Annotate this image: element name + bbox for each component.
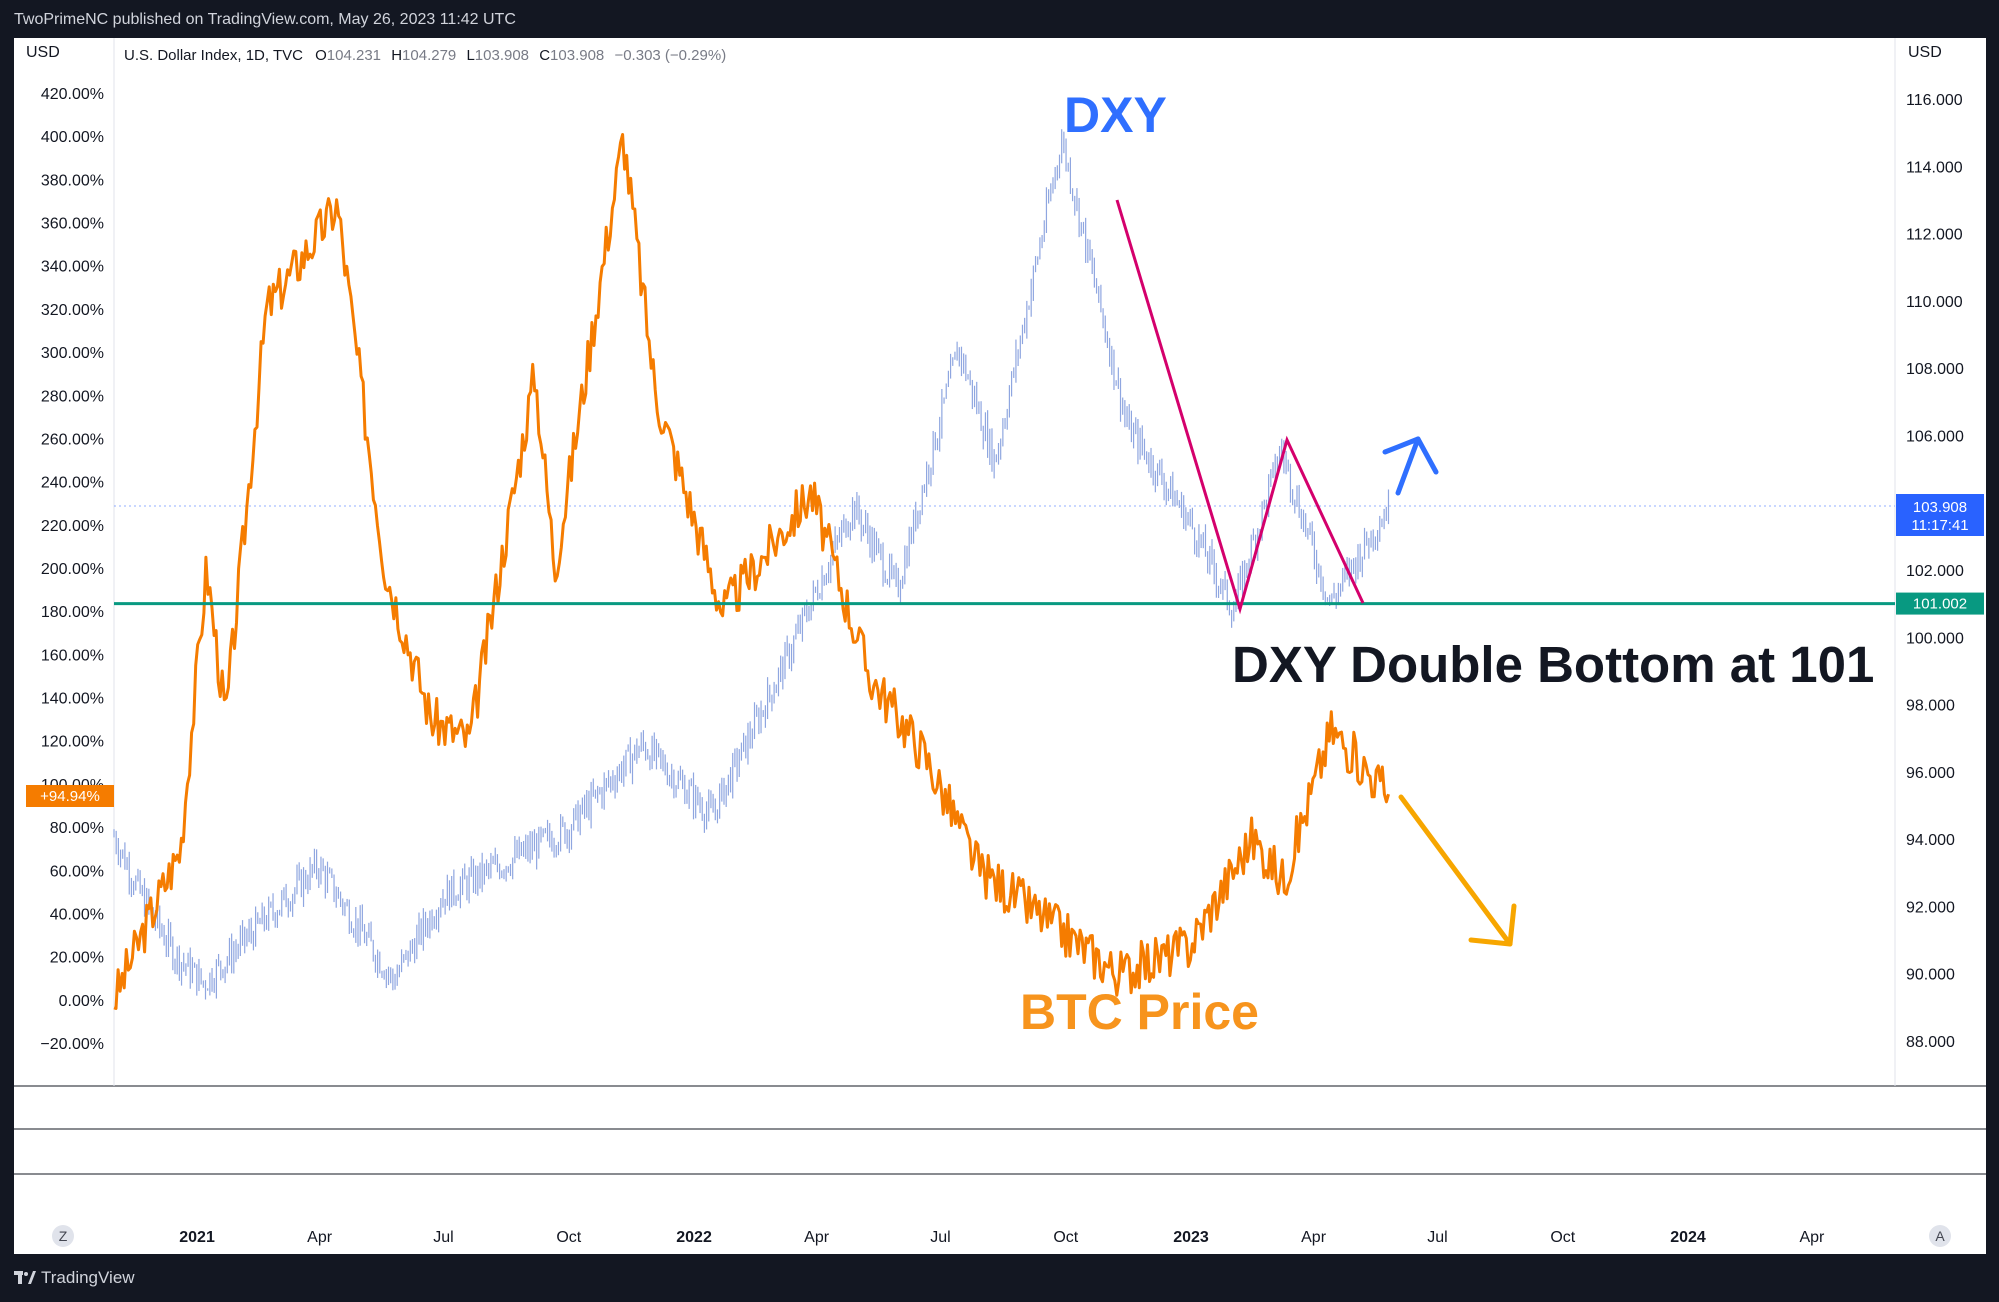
left-tick-label: 20.00% [50, 950, 104, 967]
right-tick-label: 94.000 [1906, 832, 1955, 849]
right-tick-label: 108.000 [1906, 361, 1964, 378]
x-tick-label: 2023 [1173, 1229, 1209, 1246]
left-axis-unit: USD [26, 44, 60, 61]
x-tick-label: 2022 [676, 1229, 712, 1246]
left-tick-label: 80.00% [50, 820, 104, 837]
left-tick-label: 200.00% [41, 561, 104, 578]
right-tick-label: 116.000 [1906, 92, 1963, 109]
tradingview-logo-icon [14, 1271, 36, 1284]
btc-last-label: +94.94% [26, 785, 114, 807]
btc-series-line [113, 133, 1390, 1010]
dxy-series [113, 129, 1390, 1000]
btc-annotation: BTC Price [1020, 984, 1259, 1040]
legend-h-label: H [391, 47, 402, 64]
dxy-last-label: 103.908 11:17:41 [1896, 494, 1984, 536]
x-tick-label: Oct [1053, 1229, 1078, 1246]
tradingview-logo[interactable]: TradingView [14, 1267, 144, 1289]
right-tick-label: 102.000 [1906, 563, 1964, 580]
right-tick-label: 100.000 [1906, 630, 1964, 647]
dxy-last-value: 103.908 [1913, 499, 1967, 516]
x-tick-label: Apr [307, 1229, 333, 1246]
right-tick-label: 90.000 [1906, 967, 1955, 984]
publish-header: TwoPrimeNC published on TradingView.com,… [0, 0, 1999, 38]
footer-bar [0, 1254, 1999, 1302]
double-bottom-left-leg [1115, 199, 1365, 615]
left-tick-label: 160.00% [41, 647, 104, 664]
x-tick-label: Jul [433, 1229, 453, 1246]
legend-l-label: L [466, 47, 474, 64]
dxy-up-arrow [1382, 436, 1439, 496]
left-tick-label: 60.00% [50, 863, 104, 880]
zoom-button[interactable]: Z [52, 1225, 74, 1247]
x-tick-label: Oct [1550, 1229, 1575, 1246]
left-tick-label: 380.00% [41, 172, 104, 189]
legend-close: 103.908 [550, 47, 604, 64]
left-tick-label: −20.00% [40, 1036, 104, 1053]
dxy-countdown: 11:17:41 [1911, 517, 1968, 534]
left-tick-label: 260.00% [41, 431, 104, 448]
x-tick-label: Jul [930, 1229, 950, 1246]
legend-symbol: U.S. Dollar Index, 1D, TVC [124, 47, 303, 64]
legend-low: 103.908 [475, 47, 529, 64]
pane-dividers [14, 38, 1986, 1175]
right-tick-label: 106.000 [1906, 428, 1964, 445]
left-tick-label: 300.00% [41, 345, 104, 362]
legend-change: −0.303 (−0.29%) [614, 47, 726, 64]
left-tick-label: 140.00% [41, 691, 104, 708]
right-tick-label: 98.000 [1906, 698, 1955, 715]
x-tick-label: Apr [1799, 1229, 1825, 1246]
right-tick-label: 96.000 [1906, 765, 1955, 782]
right-tick-label: 88.000 [1906, 1034, 1955, 1051]
legend-c-label: C [539, 47, 550, 64]
x-tick-label: 2024 [1670, 1229, 1706, 1246]
left-tick-label: 280.00% [41, 388, 104, 405]
support-price-value: 101.002 [1913, 596, 1967, 613]
btc-last-value: +94.94% [40, 788, 100, 805]
x-axis-ticks: 2021 Apr Jul Oct 2022 Apr Jul Oct 2023 Apr Jul Oct 2… [179, 1229, 1825, 1246]
left-tick-label: 320.00% [41, 302, 104, 319]
right-axis-unit: USD [1908, 44, 1942, 61]
right-tick-label: 92.000 [1906, 899, 1955, 916]
right-tick-label: 114.000 [1906, 159, 1963, 176]
chart-legend: U.S. Dollar Index, 1D, TVC O104.231 H104… [124, 47, 726, 64]
dxy-annotation: DXY [1064, 87, 1167, 143]
left-tick-label: 40.00% [50, 906, 104, 923]
x-tick-label: Apr [804, 1229, 830, 1246]
left-tick-label: 360.00% [41, 216, 104, 233]
zoom-button-label: Z [59, 1228, 68, 1244]
right-axis-ticks: 116.000 114.000 112.000 110.000 108.000 106.0… [1906, 92, 1964, 1051]
x-tick-label: Oct [556, 1229, 581, 1246]
double-bottom-drawing[interactable] [1115, 199, 1365, 615]
x-tick-label: Apr [1301, 1229, 1327, 1246]
publish-info: TwoPrimeNC published on TradingView.com,… [14, 11, 516, 28]
legend-high: 104.279 [402, 47, 456, 64]
left-tick-label: 0.00% [59, 993, 104, 1010]
left-tick-label: 240.00% [41, 475, 104, 492]
x-tick-label: Jul [1427, 1229, 1447, 1246]
legend-o-label: O [315, 47, 327, 64]
double-bottom-annotation: DXY Double Bottom at 101 [1232, 636, 1874, 693]
support-price-label: 101.002 [1896, 592, 1984, 615]
right-tick-label: 110.000 [1906, 294, 1963, 311]
btc-down-arrow [1398, 794, 1517, 947]
left-tick-label: 120.00% [41, 734, 104, 751]
right-tick-label: 112.000 [1906, 227, 1963, 244]
left-tick-label: 420.00% [41, 86, 104, 103]
legend-open: 104.231 [327, 47, 381, 64]
left-tick-label: 220.00% [41, 518, 104, 535]
x-tick-label: 2021 [179, 1229, 215, 1246]
left-tick-label: 180.00% [41, 604, 104, 621]
auto-scale-button[interactable]: A [1929, 1225, 1951, 1247]
left-tick-label: 340.00% [41, 259, 104, 276]
left-tick-label: 400.00% [41, 129, 104, 146]
auto-scale-button-label: A [1935, 1228, 1945, 1244]
left-axis-ticks: 420.00% 400.00% 380.00% 360.00% 340.00% 320.0… [40, 86, 104, 1053]
tradingview-logo-text: TradingView [41, 1268, 135, 1287]
